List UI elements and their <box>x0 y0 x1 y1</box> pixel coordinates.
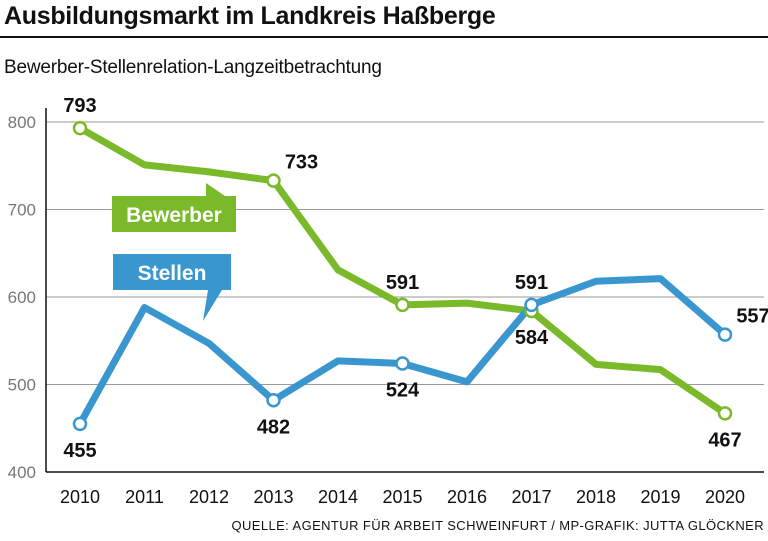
grid-lines <box>46 121 764 385</box>
data-label-bewerber-2017: 584 <box>515 327 549 349</box>
x-tick-label-2010: 2010 <box>60 487 100 507</box>
callout-stellen-box <box>113 254 231 321</box>
marker-stellen-2013 <box>266 393 281 408</box>
x-tick-label-2012: 2012 <box>189 487 229 507</box>
y-axis-ticks: 400 500 600 700 800 <box>8 113 36 482</box>
x-tick-label-2014: 2014 <box>318 487 358 507</box>
y-tick-label-800: 800 <box>8 113 36 132</box>
data-label-stellen-2020: 557 <box>736 306 768 328</box>
x-tick-label-2015: 2015 <box>382 487 422 507</box>
x-tick-label-2013: 2013 <box>253 487 293 507</box>
y-tick-label-500: 500 <box>8 376 36 395</box>
callout-stellen-label: Stellen <box>138 262 207 285</box>
marker-stellen-2020 <box>717 327 733 342</box>
data-label-bewerber-2010: 793 <box>63 95 96 117</box>
data-label-stellen-2017: 591 <box>515 272 548 294</box>
x-tick-label-2019: 2019 <box>640 487 680 507</box>
data-label-bewerber-2013: 733 <box>285 152 318 174</box>
marker-bewerber-2013 <box>266 173 281 188</box>
marker-stellen-2017 <box>524 297 539 313</box>
data-label-stellen-2015: 524 <box>386 380 420 402</box>
data-label-bewerber-2020: 467 <box>708 429 741 451</box>
x-tick-label-2016: 2016 <box>447 487 487 507</box>
data-labels: 793 733 591 584 467 455 482 524 591 557 <box>63 95 768 462</box>
marker-bewerber-2010 <box>72 120 88 136</box>
y-tick-label-600: 600 <box>8 288 36 307</box>
title-divider <box>0 36 768 38</box>
axes <box>45 108 764 473</box>
x-axis-ticks: 2010 2011 2012 2013 2014 2015 2016 2017 2018 2019… <box>60 487 745 507</box>
marker-stellen-2015 <box>395 356 410 371</box>
data-label-stellen-2013: 482 <box>257 416 290 438</box>
x-tick-label-2017: 2017 <box>511 487 551 507</box>
marker-bewerber-2020 <box>717 406 733 421</box>
x-tick-label-2011: 2011 <box>125 487 164 507</box>
data-label-bewerber-2015: 591 <box>386 272 419 294</box>
callout-bewerber-box <box>112 183 236 232</box>
chart-title: Ausbildungsmarkt im Landkreis Haßberge <box>4 2 496 30</box>
x-tick-label-2018: 2018 <box>576 487 616 507</box>
source-credit: QUELLE: AGENTUR FÜR ARBEIT SCHWEINFURT /… <box>231 518 764 533</box>
y-tick-label-700: 700 <box>8 201 36 220</box>
data-label-stellen-2010: 455 <box>63 440 96 462</box>
data-markers <box>72 120 733 432</box>
marker-stellen-2010 <box>72 416 88 432</box>
callout-bewerber-label: Bewerber <box>126 204 222 227</box>
y-tick-label-400: 400 <box>8 463 36 482</box>
legend-callouts: Bewerber Stellen <box>112 183 236 321</box>
x-tick-label-2020: 2020 <box>705 487 745 507</box>
chart-subtitle: Bewerber-Stellenrelation-Langzeitbetrach… <box>4 57 382 78</box>
marker-bewerber-2015 <box>395 297 410 313</box>
